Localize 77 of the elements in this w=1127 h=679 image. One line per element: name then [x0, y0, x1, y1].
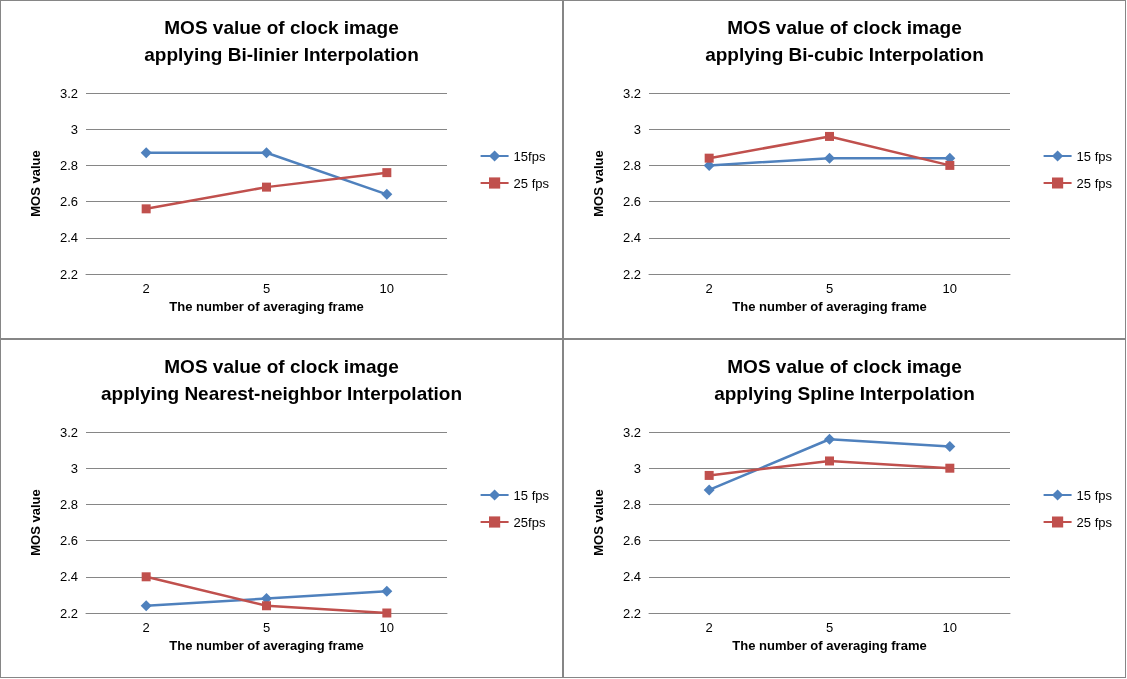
x-axis-title: The number of averaging frame: [732, 637, 927, 653]
point: [704, 153, 714, 163]
legend-label: 15 fps: [1076, 148, 1113, 164]
point: [945, 463, 955, 473]
y-tick-label: 3: [70, 460, 78, 476]
point: [262, 601, 271, 611]
point: [824, 433, 835, 445]
point: [825, 131, 834, 141]
point: [382, 608, 392, 618]
legend-label: 25fps: [513, 514, 546, 530]
y-tick-label: 2.4: [59, 569, 78, 585]
legend-label: 25 fps: [1076, 514, 1113, 530]
legend-label: 25 fps: [1076, 175, 1113, 191]
y-tick-label: 3.2: [59, 424, 78, 440]
x-tick-label: 10: [379, 620, 395, 635]
y-tick-label: 2.4: [59, 230, 78, 246]
legend-label: 25 fps: [513, 175, 550, 191]
y-tick-label: 2.8: [622, 157, 641, 173]
y-tick-label: 3: [633, 460, 641, 476]
x-tick-label: 10: [942, 281, 958, 296]
y-tick-label: 3.2: [622, 424, 641, 440]
legend-label: 15 fps: [1076, 487, 1113, 503]
y-tick-label: 2.6: [622, 194, 641, 210]
point: [704, 470, 714, 480]
y-tick-label: 3: [633, 121, 641, 137]
point: [703, 484, 715, 496]
y-tick-label: 2.4: [622, 230, 641, 246]
y-tick-label: 3.2: [59, 85, 78, 101]
x-tick-label: 2: [705, 620, 713, 635]
x-tick-label: 5: [825, 620, 834, 635]
point: [141, 204, 151, 214]
y-tick-label: 2.8: [622, 496, 641, 512]
x-tick-label: 5: [262, 620, 271, 635]
y-tick-label: 2.2: [59, 266, 78, 282]
y-tick-label: 2.4: [622, 569, 641, 585]
x-axis-title: The number of averaging frame: [732, 298, 927, 314]
chart-title: MOS value of clock image applying Nearest-neighbor Interpolation: [100, 356, 463, 404]
y-axis-title: MOS value: [28, 489, 43, 556]
x-tick-label: 5: [825, 281, 834, 296]
chart-title: MOS value of clock image applying Bi-cubic Interpolation: [705, 17, 984, 65]
point: [382, 168, 392, 178]
y-tick-label: 2.6: [59, 533, 78, 549]
point: [381, 585, 393, 597]
point: [141, 572, 151, 582]
point: [140, 147, 152, 159]
chart-title: MOS value of clock image applying Spline Interpolation: [714, 356, 975, 404]
x-tick-label: 5: [262, 281, 271, 296]
y-tick-label: 2.2: [622, 605, 641, 621]
point: [945, 160, 955, 170]
chart-title: MOS value of clock image applying Bi-linier Interpolation: [144, 17, 419, 65]
y-tick-label: 2.6: [622, 533, 641, 549]
point: [262, 182, 271, 192]
y-axis-title: MOS value: [28, 150, 43, 217]
legend-label: 15 fps: [513, 487, 550, 503]
point: [824, 152, 835, 164]
y-tick-label: 3: [70, 121, 78, 137]
y-axis-title: MOS value: [591, 150, 606, 217]
x-tick-label: 2: [142, 620, 150, 635]
y-tick-label: 2.8: [59, 157, 78, 173]
y-axis-title: MOS value: [591, 489, 606, 556]
x-axis-title: The number of averaging frame: [169, 298, 364, 314]
y-tick-label: 2.8: [59, 496, 78, 512]
y-tick-label: 2.2: [59, 605, 78, 621]
y-tick-label: 2.2: [622, 266, 641, 282]
point: [825, 456, 834, 466]
x-tick-label: 10: [942, 620, 958, 635]
legend-label: 15fps: [513, 148, 546, 164]
y-tick-label: 2.6: [59, 194, 78, 210]
x-tick-label: 2: [705, 281, 713, 296]
point: [140, 600, 152, 612]
x-axis-title: The number of averaging frame: [169, 637, 364, 653]
point: [944, 440, 956, 452]
x-tick-label: 10: [379, 281, 395, 296]
y-tick-label: 3.2: [622, 85, 641, 101]
point: [381, 188, 393, 200]
point: [261, 147, 272, 159]
x-tick-label: 2: [142, 281, 150, 296]
